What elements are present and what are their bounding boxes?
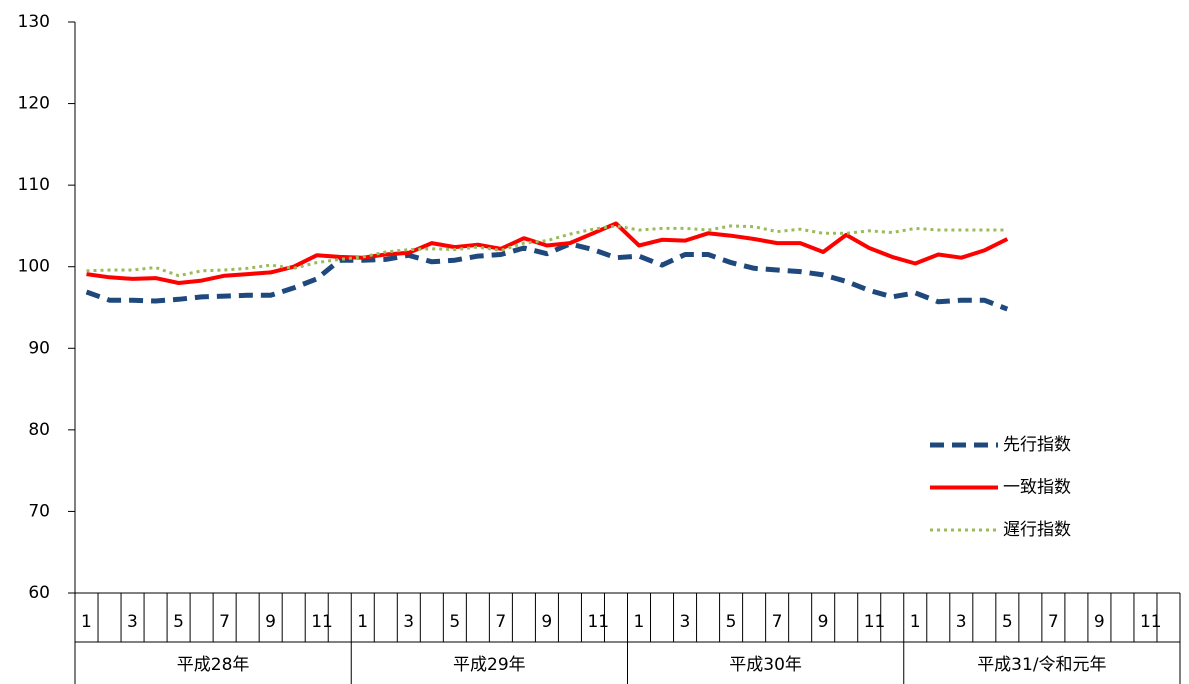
- x-tick-label: 11: [587, 612, 609, 632]
- x-tick-label: 9: [265, 612, 276, 632]
- group-label: 平成29年: [453, 655, 526, 675]
- group-label: 平成28年: [177, 655, 250, 675]
- x-tick-label: 1: [357, 612, 368, 632]
- x-tick-label: 5: [449, 612, 460, 632]
- x-tick-label: 1: [81, 612, 92, 632]
- x-tick-label: 7: [1048, 612, 1059, 632]
- x-tick-label: 3: [956, 612, 967, 632]
- x-tick-label: 9: [1094, 612, 1105, 632]
- legend-label: 一致指数: [1003, 478, 1071, 498]
- series-line: [86, 224, 1008, 278]
- x-tick-label: 9: [818, 612, 829, 632]
- x-tick-label: 7: [772, 612, 783, 632]
- x-tick-label: 1: [634, 612, 645, 632]
- x-tick-label: 11: [1140, 612, 1162, 632]
- series-line: [86, 221, 1009, 285]
- y-tick-label: 130: [18, 12, 50, 32]
- series-line: [85, 241, 1009, 312]
- group-label: 平成31/令和元年: [977, 655, 1106, 675]
- x-tick-label: 9: [541, 612, 552, 632]
- x-tick-label: 3: [127, 612, 138, 632]
- x-tick-label: 5: [1002, 612, 1013, 632]
- x-tick-label: 11: [311, 612, 333, 632]
- y-tick-label: 60: [28, 583, 50, 603]
- x-tick-label: 11: [864, 612, 886, 632]
- x-tick-label: 7: [219, 612, 230, 632]
- y-tick-label: 70: [28, 501, 50, 521]
- x-tick-label: 3: [680, 612, 691, 632]
- x-tick-label: 1: [910, 612, 921, 632]
- y-tick-label: 120: [18, 94, 50, 114]
- group-label: 平成30年: [729, 655, 802, 675]
- legend-label: 先行指数: [1003, 435, 1071, 455]
- y-tick-label: 110: [18, 175, 50, 195]
- x-tick-label: 5: [726, 612, 737, 632]
- legend-label: 遅行指数: [1003, 520, 1071, 540]
- y-tick-label: 80: [28, 420, 50, 440]
- x-tick-label: 5: [173, 612, 184, 632]
- x-tick-label: 3: [403, 612, 414, 632]
- y-tick-label: 90: [28, 338, 50, 358]
- x-tick-label: 7: [495, 612, 506, 632]
- y-tick-label: 100: [18, 257, 50, 277]
